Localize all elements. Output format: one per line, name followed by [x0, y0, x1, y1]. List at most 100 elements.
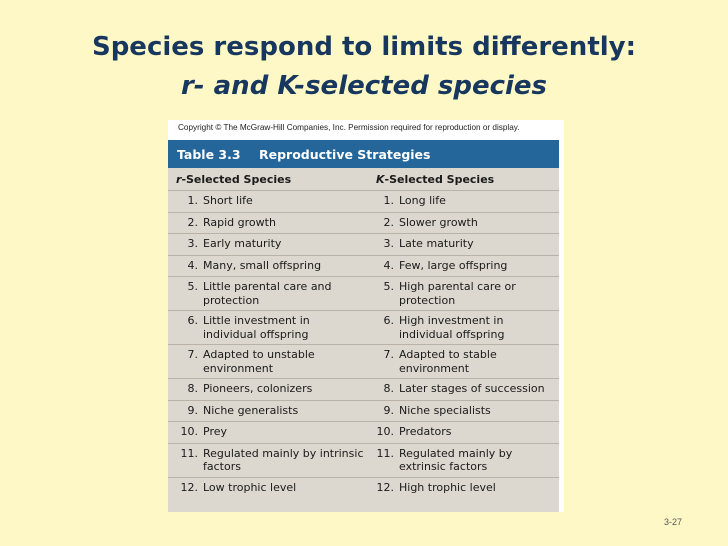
table-row: 7. Adapted to unstable environment 7. Adapt…	[168, 344, 559, 378]
row-number: 3.	[383, 237, 395, 250]
row-number: 8.	[383, 382, 395, 395]
row-number: 7.	[187, 348, 199, 361]
row-number: 8.	[187, 382, 199, 395]
r-trait-text: Adapted to unstable environment	[203, 348, 315, 375]
r-selected-cell: 3. Early maturity	[168, 234, 364, 255]
column-header-r-suffix: -Selected Species	[181, 172, 292, 186]
table-row: 12. Low trophic level 12. High trophic leve…	[168, 476, 559, 499]
row-number: 10.	[376, 425, 395, 438]
k-trait-text: Later stages of succession	[399, 382, 545, 395]
r-trait-text: Early maturity	[203, 237, 282, 250]
table-title: Reproductive Strategies	[259, 146, 431, 162]
r-trait-text: Rapid growth	[203, 215, 276, 229]
row-number: 6.	[187, 314, 199, 327]
table-row: 11. Regulated mainly by intrinsic factors…	[168, 442, 559, 477]
table-number: Table 3.3	[177, 146, 241, 162]
row-number: 11.	[376, 446, 395, 460]
column-header-r-prefix: r	[176, 172, 182, 186]
row-number: 1.	[187, 194, 199, 207]
row-number: 1.	[383, 194, 395, 207]
table-header-bar: Table 3.3 Reproductive Strategies	[168, 140, 559, 168]
r-trait-text: Pioneers, colonizers	[203, 382, 313, 395]
table-row: 1. Short life 1. Long life	[168, 190, 559, 212]
r-trait-text: Low trophic level	[203, 480, 297, 494]
r-selected-cell: 9. Niche generalists	[168, 401, 364, 422]
r-trait-text: Regulated mainly by intrinsic factors	[203, 446, 364, 474]
k-trait-text: High trophic level	[399, 480, 496, 494]
row-number: 2.	[383, 215, 395, 229]
table-row: 5. Little parental care and protection 5. H…	[168, 276, 559, 310]
k-selected-cell: 7. Adapted to stable environment	[364, 345, 559, 378]
k-selected-cell: 10. Predators	[364, 422, 559, 443]
column-header-k-prefix: K	[376, 172, 385, 186]
r-selected-cell: 2. Rapid growth	[168, 213, 364, 234]
slide-title-line2: r- and K-selected species	[180, 71, 548, 101]
k-trait-text: Few, large offspring	[399, 258, 508, 272]
row-number: 6.	[383, 314, 395, 327]
k-trait-text: Regulated mainly by extrinsic factors	[399, 446, 513, 474]
r-trait-text: Little investment in individual offsprin…	[203, 314, 310, 341]
slide-title-line1: Species respond to limits differently:	[91, 32, 637, 62]
page-number: 3-27	[664, 517, 683, 527]
k-trait-text: Predators	[399, 425, 452, 438]
k-selected-cell: 4. Few, large offspring	[364, 256, 559, 277]
row-number: 7.	[383, 348, 395, 361]
row-number: 9.	[383, 403, 395, 417]
k-trait-text: Niche specialists	[399, 403, 491, 417]
table-row: 8. Pioneers, colonizers 8. Later stages of …	[168, 378, 559, 400]
slide-title: Species respond to limits differently: r…	[0, 28, 728, 106]
row-number: 4.	[383, 258, 395, 272]
table-row: 4. Many, small offspring 4. Few, large offs…	[168, 254, 559, 277]
r-selected-cell: 11. Regulated mainly by intrinsic factors	[168, 444, 364, 477]
table-rows: 1. Short life 1. Long life 2. Rapid growth 2. S…	[168, 190, 559, 498]
r-trait-text: Prey	[203, 425, 227, 438]
k-trait-text: Long life	[399, 194, 446, 207]
k-trait-text: Adapted to stable environment	[399, 348, 497, 375]
r-selected-cell: 12. Low trophic level	[168, 478, 364, 499]
k-selected-cell: 12. High trophic level	[364, 478, 559, 499]
table-figure: Copyright © The McGraw-Hill Companies, I…	[168, 120, 564, 512]
r-selected-cell: 8. Pioneers, colonizers	[168, 379, 364, 400]
k-trait-text: High parental care or protection	[399, 280, 516, 307]
row-number: 3.	[187, 237, 199, 250]
column-header-k-suffix: -Selected Species	[384, 172, 495, 186]
k-selected-cell: 1. Long life	[364, 191, 559, 212]
row-number: 12.	[376, 480, 395, 494]
r-selected-cell: 5. Little parental care and protection	[168, 277, 364, 310]
k-selected-cell: 3. Late maturity	[364, 234, 559, 255]
k-trait-text: High investment in individual offspring	[399, 314, 505, 341]
row-number: 9.	[187, 403, 199, 417]
r-selected-cell: 4. Many, small offspring	[168, 256, 364, 277]
k-selected-cell: 2. Slower growth	[364, 213, 559, 234]
k-selected-cell: 11. Regulated mainly by extrinsic factors	[364, 444, 559, 477]
table-body: r-Selected Species K-Selected Species 1.…	[168, 168, 559, 512]
row-number: 4.	[187, 258, 199, 272]
table-row: 6. Little investment in individual offspr…	[168, 310, 559, 344]
row-number: 5.	[187, 280, 199, 293]
k-trait-text: Late maturity	[399, 237, 474, 250]
column-header-k: K-Selected Species	[376, 173, 494, 186]
r-selected-cell: 7. Adapted to unstable environment	[168, 345, 364, 378]
k-trait-text: Slower growth	[399, 215, 478, 229]
row-number: 12.	[180, 480, 199, 494]
k-selected-cell: 9. Niche specialists	[364, 401, 559, 422]
copyright-notice: Copyright © The McGraw-Hill Companies, I…	[178, 123, 520, 132]
table-row: 2. Rapid growth 2. Slower growth	[168, 211, 559, 234]
r-trait-text: Short life	[203, 194, 253, 207]
column-header-r: r-Selected Species	[168, 173, 376, 186]
row-number: 2.	[187, 215, 199, 229]
column-headers: r-Selected Species K-Selected Species	[168, 168, 559, 190]
k-selected-cell: 5. High parental care or protection	[364, 277, 559, 310]
r-trait-text: Niche generalists	[203, 403, 299, 417]
r-selected-cell: 10. Prey	[168, 422, 364, 443]
table-row: 9. Niche generalists 9. Niche specialists	[168, 399, 559, 422]
r-trait-text: Little parental care and protection	[203, 280, 332, 307]
r-trait-text: Many, small offspring	[203, 258, 322, 272]
k-selected-cell: 8. Later stages of succession	[364, 379, 559, 400]
r-selected-cell: 1. Short life	[168, 191, 364, 212]
table-row: 10. Prey 10. Predators	[168, 421, 559, 443]
k-selected-cell: 6. High investment in individual offsprin…	[364, 311, 559, 344]
row-number: 11.	[180, 446, 199, 460]
table-row: 3. Early maturity 3. Late maturity	[168, 233, 559, 255]
r-selected-cell: 6. Little investment in individual offspr…	[168, 311, 364, 344]
